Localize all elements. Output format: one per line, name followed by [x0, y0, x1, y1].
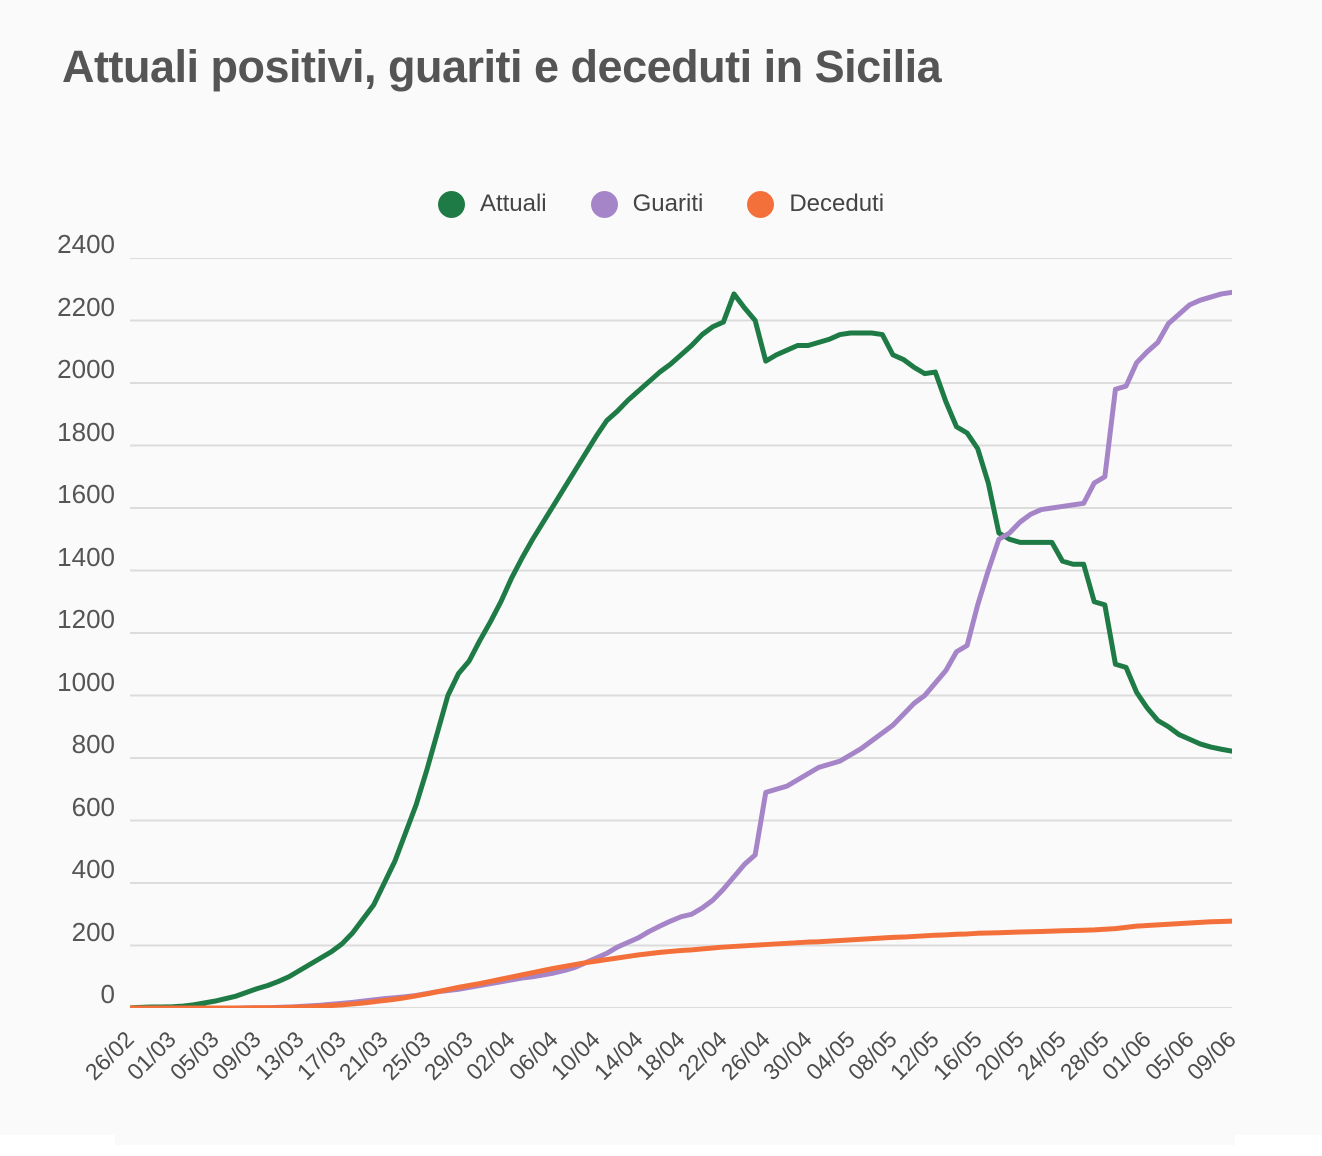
y-axis-tick-label: 0: [100, 979, 115, 1009]
y-axis-tick-label: 2400: [57, 229, 115, 259]
line-chart-svg: [130, 258, 1232, 1008]
legend-dot-orange-icon: [747, 190, 775, 218]
series-lines: [130, 289, 1232, 1008]
y-axis-tick-label: 1200: [57, 604, 115, 634]
legend-item-attuali[interactable]: Attuali: [437, 190, 547, 218]
y-axis-tick-label: 600: [71, 791, 115, 822]
legend-label-deceduti: Deceduti: [789, 190, 885, 217]
legend-item-deceduti[interactable]: Deceduti: [747, 190, 884, 218]
y-axis-tick-label: 1000: [57, 666, 115, 697]
plot-area: [130, 258, 1232, 1008]
y-axis-tick-label: 1600: [57, 479, 115, 509]
legend-label-attuali: Attuali: [479, 190, 547, 217]
legend-label-guariti: Guariti: [632, 190, 704, 217]
y-axis-tick-label: 800: [71, 729, 115, 759]
series-line-deceduti: [130, 918, 1232, 1008]
legend-dot-green-icon: [437, 190, 465, 218]
y-axis-tick-label: 200: [71, 916, 115, 947]
legend-dot-purple-icon: [590, 190, 618, 218]
series-line-attuali: [130, 291, 1232, 1008]
y-axis-tick-label: 1400: [57, 541, 115, 572]
card-bottom-inner: [115, 1135, 1235, 1145]
chart-legend: Attuali Guariti Deceduti: [0, 190, 1322, 218]
gridlines: [130, 258, 1232, 1008]
page-title: Attuali positivi, guariti e deceduti in …: [62, 41, 942, 92]
y-axis-tick-label: 400: [71, 854, 115, 884]
card-bottom-edge: [0, 1135, 1322, 1156]
y-axis-tick-label: 1800: [57, 416, 115, 447]
y-axis-tick-label: 2000: [57, 354, 115, 384]
legend-item-guariti[interactable]: Guariti: [590, 190, 704, 218]
y-axis-tick-label: 2200: [57, 291, 115, 322]
